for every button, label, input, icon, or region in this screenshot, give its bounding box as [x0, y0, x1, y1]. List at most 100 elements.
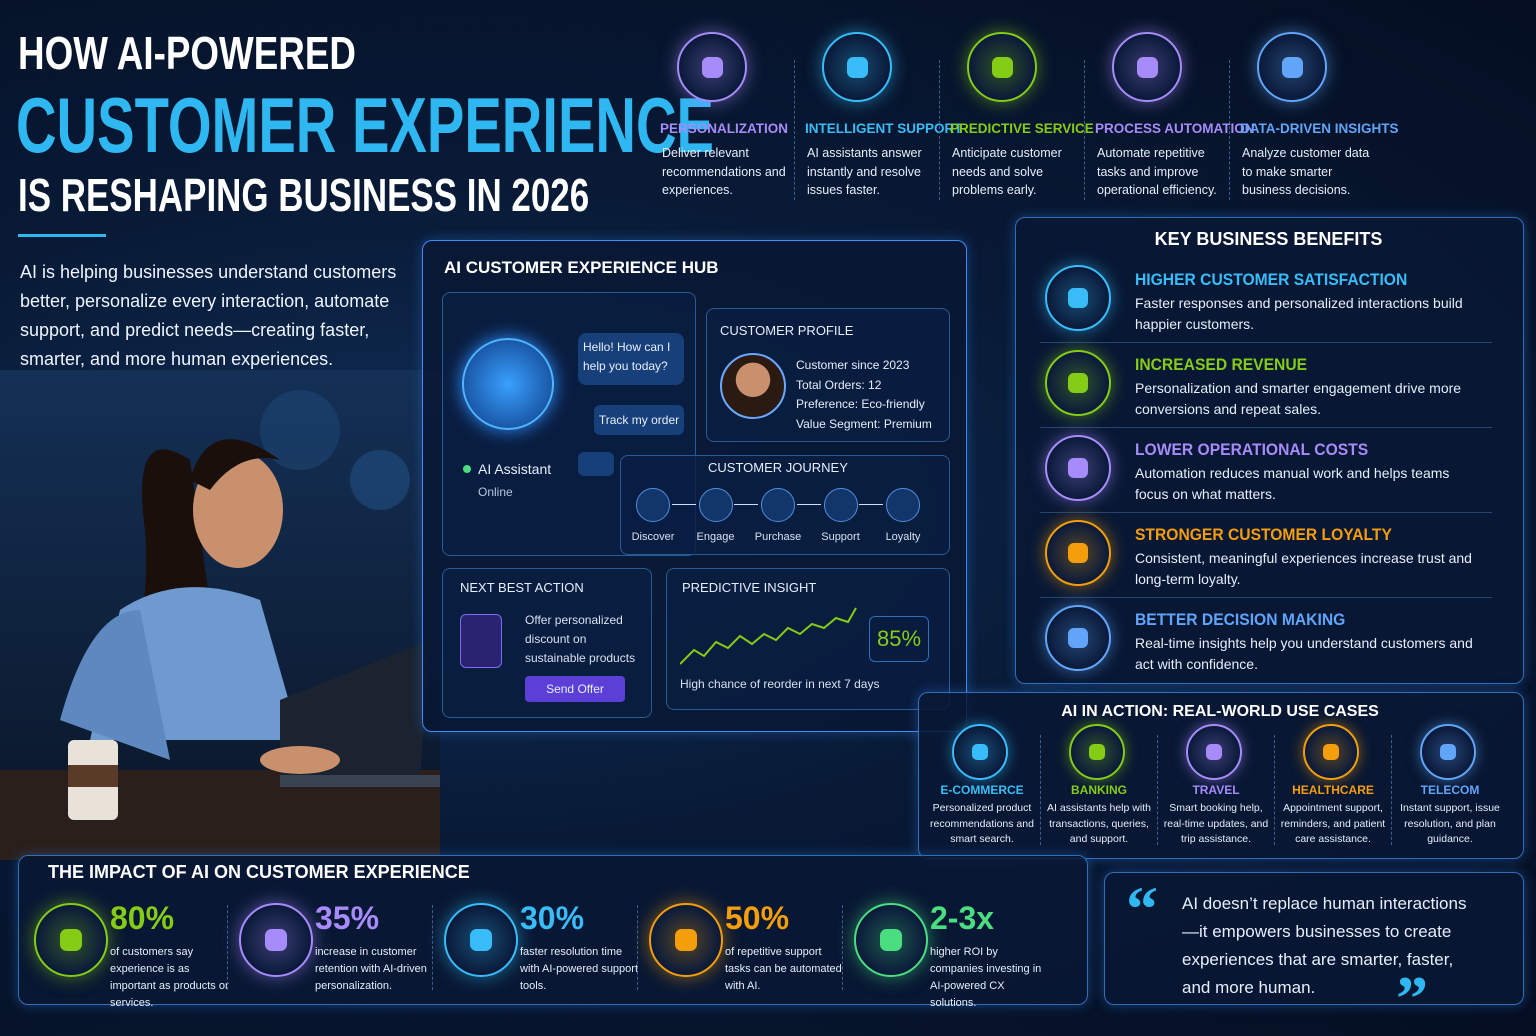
journey-step: Support [821, 531, 860, 543]
photo-illustration [0, 370, 440, 860]
icon [1045, 435, 1111, 501]
journey-arrow [859, 504, 883, 505]
stat-value: 30% [520, 900, 585, 936]
separator [637, 905, 638, 990]
icon-glyph [1088, 743, 1106, 761]
separator [227, 905, 228, 990]
divider [1040, 597, 1492, 598]
journey-title: CUSTOMER JOURNEY [708, 460, 848, 475]
predictive-value: 85% [869, 616, 929, 662]
benefit-title: LOWER OPERATIONAL COSTS [1135, 440, 1369, 459]
predictive-title: PREDICTIVE INSIGHT [682, 580, 817, 595]
separator [794, 60, 795, 200]
typing-indicator [578, 452, 614, 476]
stat-text: of customers say experience is as import… [110, 946, 229, 1009]
icon [854, 903, 928, 977]
benefit-title: BETTER DECISION MAKING [1135, 610, 1346, 629]
icon-glyph [1205, 743, 1223, 761]
icon-glyph [1281, 56, 1303, 78]
profile-line: Total Orders: 12 [796, 377, 882, 392]
benefit-text: Consistent, meaningful experiences incre… [1135, 550, 1472, 587]
icon-glyph [1068, 458, 1088, 478]
quick-reply[interactable]: Track my order [594, 405, 684, 435]
benefit-text: Automation reduces manual work and helps… [1135, 465, 1450, 502]
use-case-title: HEALTHCARE [1292, 783, 1374, 797]
journey-step-icon [761, 488, 795, 522]
sparkline [680, 607, 857, 665]
icon-glyph [469, 928, 493, 952]
title-underline [18, 234, 106, 237]
icon-glyph [1136, 56, 1158, 78]
send-offer-button[interactable]: Send Offer [525, 676, 625, 702]
status-dot [463, 465, 471, 473]
profile-line: Value Segment: Premium [796, 416, 932, 431]
icon-glyph [1322, 743, 1340, 761]
benefit-title: INCREASED REVENUE [1135, 355, 1308, 374]
assistant-avatar [462, 338, 554, 430]
separator [842, 905, 843, 990]
feature-text: Anticipate customer needs and solve prob… [952, 146, 1062, 197]
separator [1391, 735, 1392, 845]
icon-glyph [1068, 288, 1088, 308]
stat-value: 2-3x [930, 900, 995, 936]
separator [1229, 60, 1230, 200]
use-cases-title: AI IN ACTION: REAL-WORLD USE CASES [1061, 703, 1379, 720]
separator [1157, 735, 1158, 845]
journey-arrow [734, 504, 758, 505]
assistant-status: Online [478, 485, 513, 499]
next-action-title: NEXT BEST ACTION [460, 580, 584, 595]
impact-title: THE IMPACT OF AI ON CUSTOMER EXPERIENCE [48, 862, 470, 882]
title-line1: HOW AI-POWERED [18, 27, 356, 79]
profile-title: CUSTOMER PROFILE [720, 323, 854, 338]
use-case-title: E-COMMERCE [940, 783, 1024, 797]
benefit-text: Faster responses and personalized intera… [1135, 295, 1463, 332]
icon-glyph [1068, 543, 1088, 563]
journey-step: Loyalty [885, 531, 921, 543]
quote-panel [1104, 872, 1524, 1005]
icon-glyph [1068, 373, 1088, 393]
feature-text: Automate repetitive tasks and improve op… [1097, 146, 1217, 197]
icon-glyph [1068, 628, 1088, 648]
divider [1040, 342, 1492, 343]
quote-open: “ [1126, 873, 1158, 944]
stat-value: 35% [315, 900, 380, 936]
use-case-text: AI assistants help with transactions, qu… [1047, 802, 1151, 845]
icon [649, 903, 723, 977]
icon [444, 903, 518, 977]
separator [1274, 735, 1275, 845]
icon-glyph [59, 928, 83, 952]
title-line3: IS RESHAPING BUSINESS IN 2026 [18, 169, 590, 221]
separator [432, 905, 433, 990]
title-line2: CUSTOMER EXPERIENCE [16, 81, 714, 169]
benefit-text: Real-time insights help you understand c… [1135, 635, 1473, 672]
icon-glyph [879, 928, 903, 952]
feature-text: Deliver relevant recommendations and exp… [662, 146, 786, 197]
chat-bubble: Hello! How can I help you today? [578, 333, 684, 385]
stat-text: higher ROI by companies investing in AI-… [930, 946, 1042, 1009]
predictive-caption: High chance of reorder in next 7 days [680, 677, 880, 691]
use-case-text: Appointment support, reminders, and pati… [1280, 802, 1386, 845]
stat-text: faster resolution time with AI-powered s… [520, 946, 639, 992]
quote-close: ” [1396, 963, 1428, 1034]
separator [1040, 735, 1041, 845]
assistant-name: AI Assistant [478, 461, 552, 477]
journey-step-icon [823, 488, 858, 522]
journey-arrow [796, 504, 821, 505]
benefits-title: KEY BUSINESS BENEFITS [1154, 229, 1383, 249]
separator [939, 60, 940, 200]
use-case-text: Instant support, issue resolution, and p… [1400, 802, 1500, 845]
gift-icon [460, 614, 502, 668]
feature-title: PERSONALIZATION [660, 121, 788, 136]
separator [1084, 60, 1085, 200]
stat-value: 80% [110, 900, 175, 936]
feature-text: Analyze customer data to make smarter bu… [1242, 146, 1370, 197]
benefit-title: HIGHER CUSTOMER SATISFACTION [1135, 270, 1408, 289]
feature-text: AI assistants answer instantly and resol… [807, 146, 922, 197]
profile-line: Customer since 2023 [796, 358, 910, 372]
use-case-text: Personalized product recommendations and… [930, 802, 1034, 845]
profile-line: Preference: Eco-friendly [796, 397, 925, 411]
quote-text: AI doesn’t replace human interactions—it… [1182, 894, 1467, 997]
next-action-text: Offer personalized discount on sustainab… [525, 613, 636, 665]
use-case-title: TELECOM [1420, 783, 1480, 797]
divider [1040, 512, 1492, 513]
